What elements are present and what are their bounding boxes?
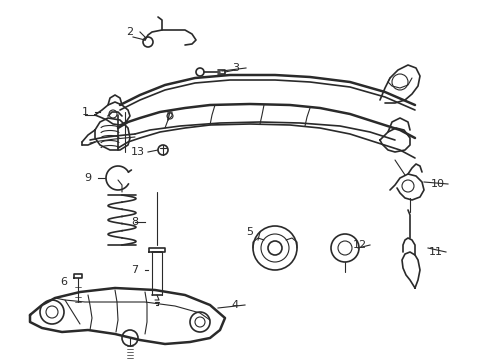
Text: 4: 4	[231, 300, 239, 310]
Text: 6: 6	[60, 277, 68, 287]
Text: 7: 7	[131, 265, 139, 275]
Text: 10: 10	[431, 179, 445, 189]
Text: 5: 5	[246, 227, 253, 237]
Text: 9: 9	[84, 173, 92, 183]
Text: 8: 8	[131, 217, 139, 227]
Text: 2: 2	[126, 27, 134, 37]
Text: 13: 13	[131, 147, 145, 157]
Text: 11: 11	[429, 247, 443, 257]
Text: 12: 12	[353, 240, 367, 250]
Text: 3: 3	[232, 63, 240, 73]
Text: 1: 1	[81, 107, 89, 117]
